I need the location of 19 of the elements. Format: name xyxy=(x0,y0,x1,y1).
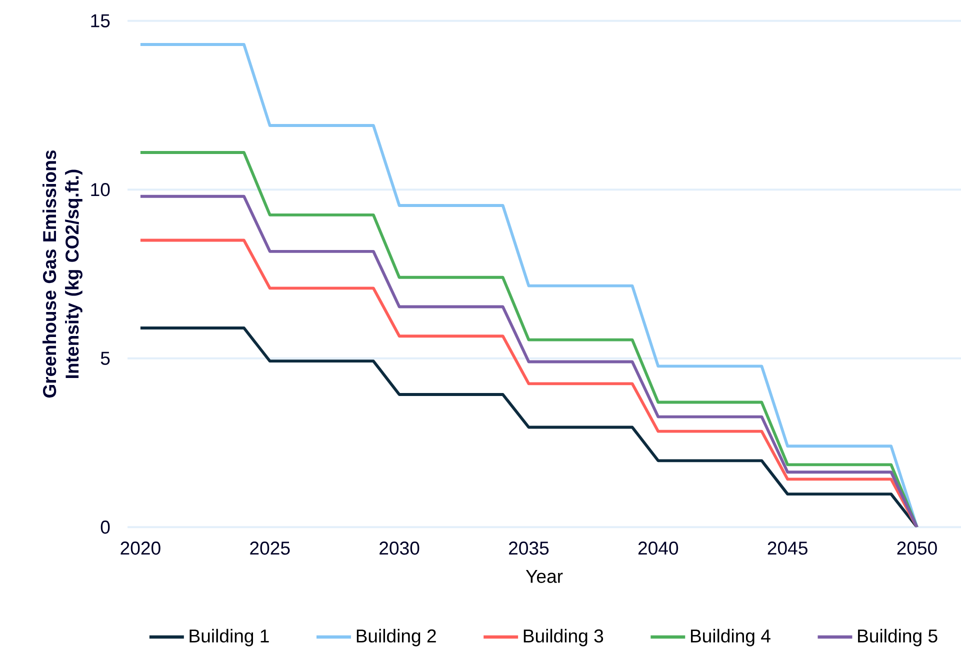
legend-label: Building 3 xyxy=(524,629,604,646)
legend-label: Building 5 xyxy=(858,629,938,646)
x-tick-label: 2040 xyxy=(638,542,678,555)
y-tick-label: 15 xyxy=(91,14,110,28)
legend-label: Building 1 xyxy=(190,629,269,646)
x-tick-label: 2025 xyxy=(250,542,290,555)
x-tick-label: 2020 xyxy=(120,542,160,555)
x-tick-label: 2050 xyxy=(897,542,937,555)
x-tick-label: 2030 xyxy=(380,542,420,555)
y-tick-label: 10 xyxy=(91,183,110,196)
x-tick-label: 2045 xyxy=(768,542,808,555)
y-tick-label: 0 xyxy=(100,520,110,534)
line-series xyxy=(138,43,918,528)
x-axis-title: Year xyxy=(526,570,563,584)
legend-label: Building 2 xyxy=(356,629,436,646)
y-tick-label: 5 xyxy=(100,352,110,366)
y-axis-title: Greenhouse Gas Emissions Intensity (kg CO2/sq.ft.) xyxy=(42,150,82,398)
legend-label: Building 4 xyxy=(690,629,770,646)
x-tick-label: 2035 xyxy=(509,542,549,555)
